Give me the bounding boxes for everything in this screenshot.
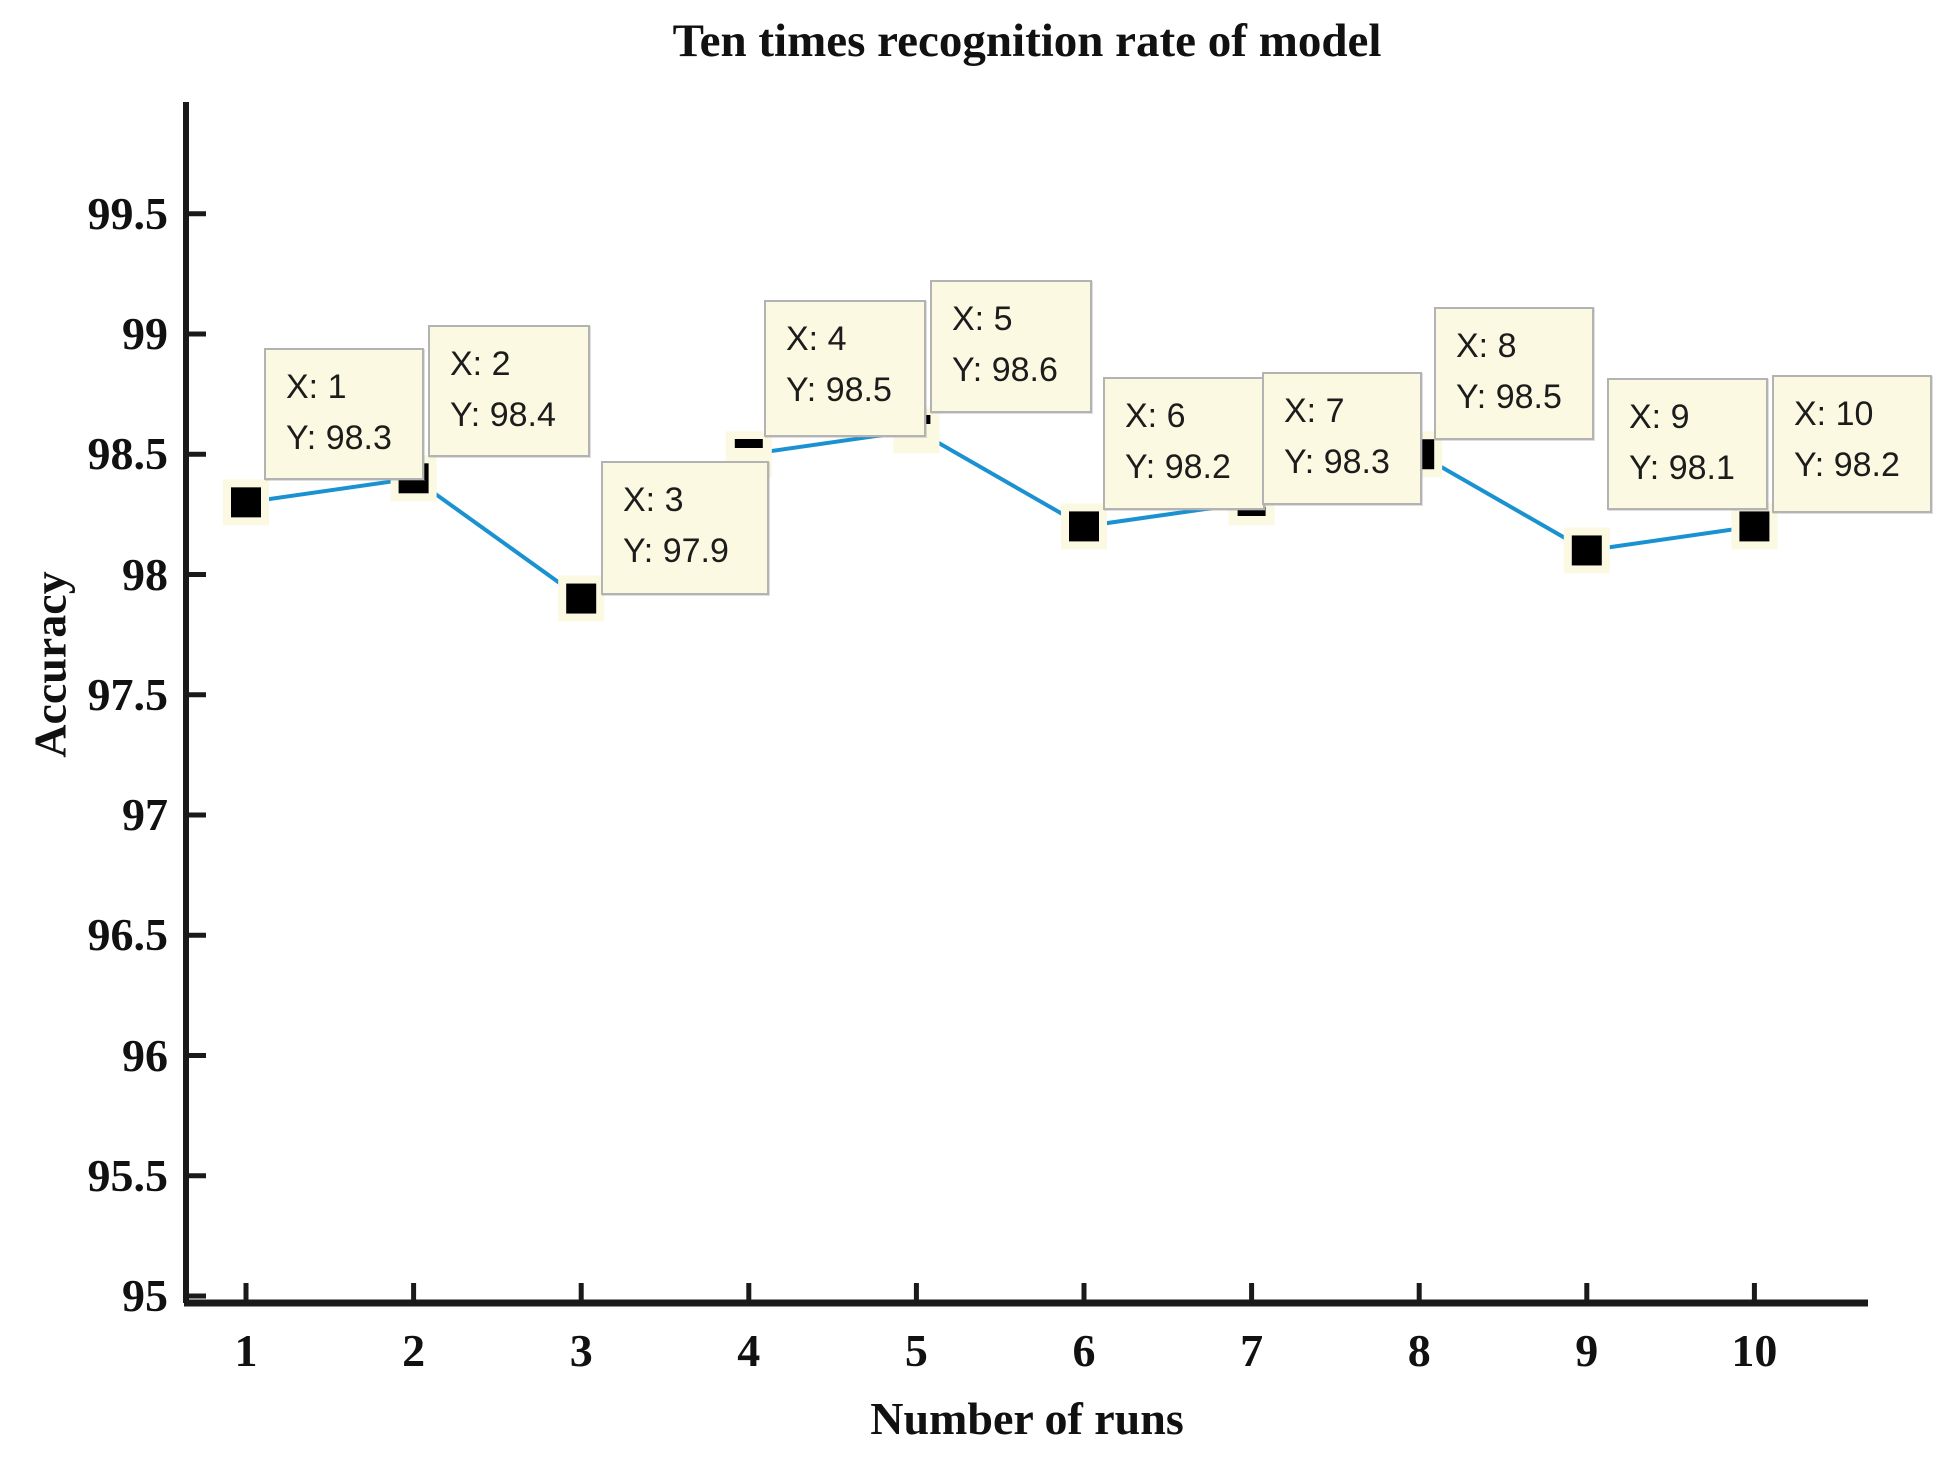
datatip-y-value: Y: 98.3 — [286, 419, 392, 457]
datatip-y-value: Y: 98.4 — [450, 396, 556, 434]
data-marker[interactable] — [1739, 511, 1770, 542]
y-tick-label: 99 — [122, 308, 168, 359]
datatip-x-value: X: 4 — [786, 320, 847, 358]
data-marker[interactable] — [734, 439, 763, 448]
datatip[interactable]: X: 2 Y: 98.4 — [428, 325, 590, 457]
x-tick-label: 3 — [569, 1325, 593, 1376]
datatip[interactable]: X: 9 Y: 98.1 — [1607, 378, 1768, 510]
x-tick-label: 8 — [1407, 1325, 1431, 1376]
x-tick-label: 10 — [1731, 1325, 1778, 1376]
x-tick-label: 1 — [234, 1325, 258, 1376]
datatip-x-value: X: 1 — [286, 368, 347, 406]
x-tick-label: 7 — [1240, 1325, 1264, 1376]
datatip-x-value: X: 5 — [952, 300, 1013, 338]
datatip-x-value: X: 9 — [1629, 398, 1690, 436]
y-tick-label: 96 — [122, 1029, 168, 1081]
datatip-x-value: X: 7 — [1284, 392, 1345, 430]
y-tick-label: 99.5 — [87, 187, 169, 239]
datatip-y-value: Y: 98.2 — [1794, 446, 1900, 484]
datatip-y-value: Y: 98.1 — [1629, 449, 1735, 487]
datatip[interactable]: X: 8 Y: 98.5 — [1434, 307, 1594, 440]
x-tick-label: 6 — [1072, 1325, 1096, 1376]
datatip-y-value: Y: 98.2 — [1125, 448, 1231, 486]
data-marker[interactable] — [1571, 535, 1602, 566]
datatip-x-value: X: 8 — [1456, 327, 1517, 365]
datatip-x-value: X: 6 — [1125, 397, 1186, 435]
x-tick-label: 9 — [1575, 1325, 1599, 1376]
datatip-y-value: Y: 98.5 — [786, 371, 892, 409]
datatip[interactable]: X: 3 Y: 97.9 — [601, 461, 769, 595]
y-tick-label: 97.5 — [87, 668, 169, 720]
x-tick-label: 2 — [402, 1325, 426, 1376]
x-tick-label: 4 — [737, 1325, 761, 1376]
data-marker[interactable] — [1237, 507, 1266, 516]
datatip-x-value: X: 3 — [623, 481, 684, 519]
datatip-y-value: Y: 98.5 — [1456, 378, 1562, 416]
data-marker[interactable] — [1069, 511, 1099, 542]
datatip[interactable]: X: 4 Y: 98.5 — [764, 300, 926, 437]
datatip[interactable]: X: 1 Y: 98.3 — [264, 348, 424, 480]
data-marker[interactable] — [231, 487, 261, 518]
x-tick-label: 5 — [904, 1325, 928, 1376]
y-tick-label: 98.5 — [87, 428, 169, 480]
datatip[interactable]: X: 10 Y: 98.2 — [1772, 375, 1932, 513]
y-tick-label: 95 — [122, 1270, 168, 1321]
datatip[interactable]: X: 5 Y: 98.6 — [930, 280, 1092, 413]
datatip-x-value: X: 10 — [1794, 395, 1874, 433]
datatip-y-value: Y: 97.9 — [623, 532, 729, 570]
data-marker[interactable] — [566, 583, 597, 614]
x-axis-label: Number of runs — [870, 1393, 1184, 1444]
chart-title: Ten times recognition rate of model — [672, 15, 1382, 67]
datatip-y-value: Y: 98.6 — [952, 351, 1058, 389]
y-tick-label: 95.5 — [87, 1149, 169, 1201]
y-tick-label: 97 — [122, 789, 168, 840]
data-line — [245, 428, 1755, 602]
y-tick-label: 98 — [122, 548, 168, 600]
y-tick-label: 96.5 — [87, 909, 169, 961]
datatip-y-value: Y: 98.3 — [1284, 443, 1390, 481]
datatip[interactable]: X: 6 Y: 98.2 — [1103, 377, 1265, 510]
datatip-x-value: X: 2 — [450, 345, 511, 383]
datatip[interactable]: X: 7 Y: 98.3 — [1262, 372, 1422, 505]
